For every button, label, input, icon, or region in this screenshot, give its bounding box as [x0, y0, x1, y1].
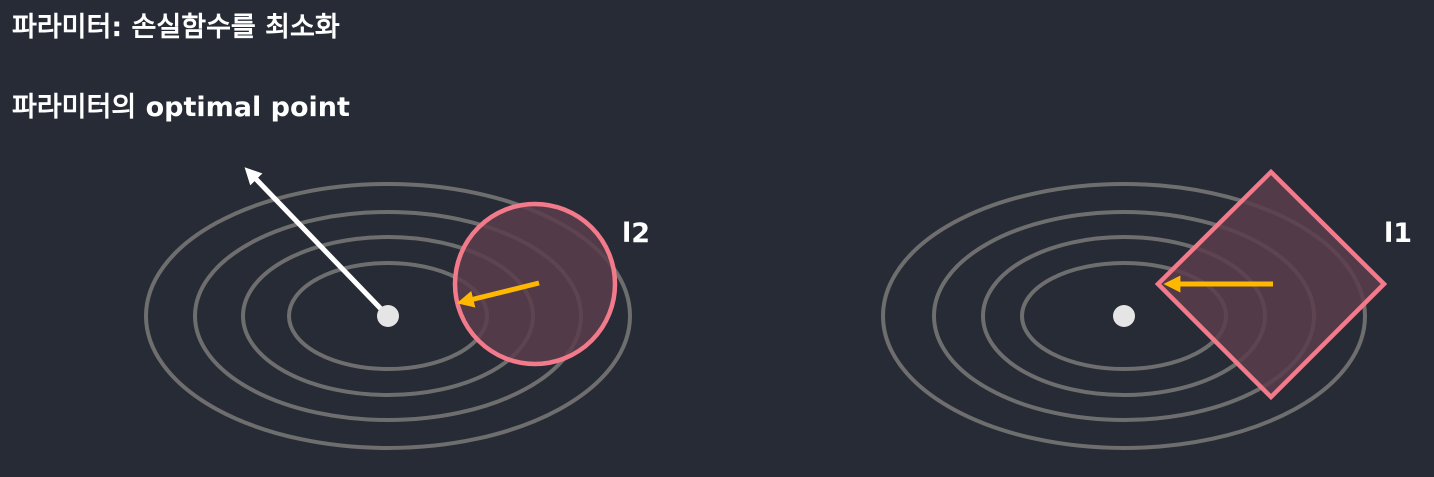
l2-panel: l2: [144, 167, 650, 450]
l1-panel: l1: [881, 168, 1412, 450]
l1-optimal-point: [1113, 305, 1135, 327]
page-title: 파라미터: 손실함수를 최소화: [12, 12, 340, 43]
page-subtitle: 파라미터의 optimal point: [12, 92, 350, 123]
l2-contour-4: [144, 182, 632, 450]
l2-penalty-gradient-arrow: [456, 280, 540, 308]
l1-loss-contours: [881, 182, 1367, 450]
l2-loss-gradient-arrow: [244, 167, 383, 311]
l2-optimal-point: [377, 305, 399, 327]
l1-label: l1: [1384, 218, 1412, 249]
l2-label: l2: [622, 218, 650, 249]
l1-contour-4: [881, 182, 1367, 450]
